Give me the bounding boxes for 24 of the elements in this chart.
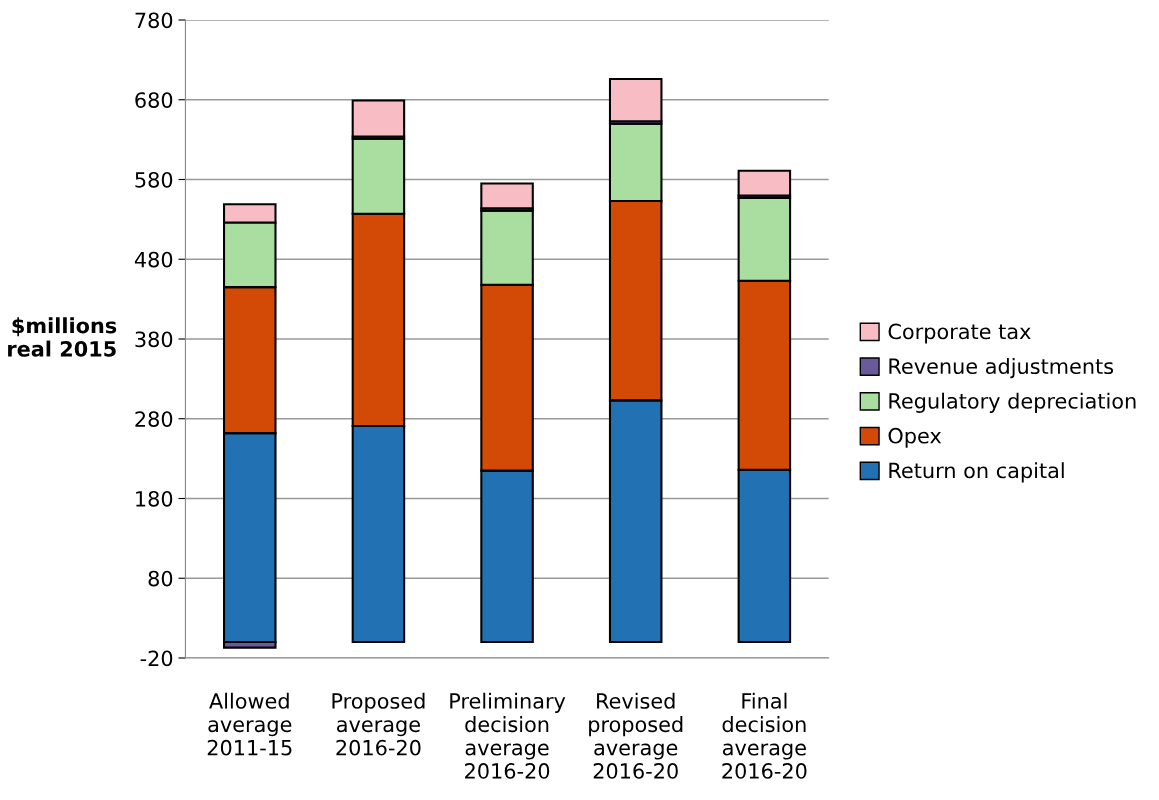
legend-label: Revenue adjustments [889, 357, 1114, 379]
y-tick-label: 580 [135, 171, 173, 188]
y-tick-label: 380 [135, 331, 173, 348]
y-tick-label: -20 [140, 650, 173, 667]
bar [480, 182, 534, 210]
x-tick-label: Allowed average 2011-15 [207, 692, 292, 756]
bar [351, 99, 406, 138]
y-tick-label: 780 [135, 12, 173, 29]
x-tick-label: Proposed average 2016-20 [332, 692, 425, 756]
y-tick-label: 680 [135, 92, 173, 108]
x-tick-label: Revised proposed average 2016-20 [589, 692, 683, 779]
legend-label: Regulatory depreciation [889, 392, 1136, 413]
legend-label: Return on capital [889, 462, 1064, 483]
y-tick-label: 180 [136, 490, 173, 507]
y-tick-label: 80 [148, 570, 173, 587]
bar [737, 169, 792, 197]
y-axis-title: $millions real 2015 [8, 317, 117, 357]
bar [608, 77, 663, 123]
x-tick-label: Preliminary decision average 2016-20 [450, 692, 566, 779]
x-tick-label: Final decision average 2016-20 [722, 692, 807, 779]
legend-label: Corporate tax [888, 323, 1031, 344]
y-tick-label: 280 [135, 411, 173, 427]
legend-label: Opex [888, 427, 942, 448]
y-tick-label: 480 [134, 251, 173, 268]
